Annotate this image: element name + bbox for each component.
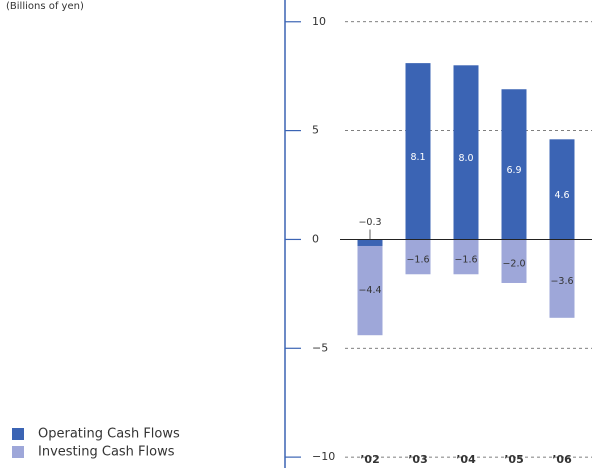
x-tick-label: ’03	[408, 453, 428, 466]
bar	[357, 239, 383, 336]
x-tick-label: ’05	[504, 453, 524, 466]
bar	[501, 239, 527, 283]
bar	[549, 139, 575, 240]
value-label: −0.3	[358, 217, 381, 228]
bar	[453, 65, 479, 240]
y-tick-label: 5	[312, 124, 319, 137]
legend-label: Investing Cash Flows	[38, 445, 175, 460]
chart-subtitle: (Billions of yen)	[6, 1, 84, 12]
value-label: −1.6	[454, 254, 477, 265]
bar	[453, 239, 479, 275]
bar	[357, 239, 383, 246]
value-label: 8.0	[458, 153, 473, 164]
y-tick-label: −10	[312, 450, 335, 463]
x-tick-label: ’06	[552, 453, 572, 466]
y-tick-label: 0	[312, 232, 319, 245]
bar	[405, 239, 431, 275]
x-tick-label: ’04	[456, 453, 476, 466]
bar	[501, 89, 527, 240]
legend-label: Operating Cash Flows	[38, 427, 180, 442]
legend-swatch	[12, 446, 24, 458]
bar	[549, 239, 575, 318]
value-label: 8.1	[410, 152, 425, 163]
value-label: −3.6	[550, 276, 573, 287]
value-label: −1.6	[406, 254, 429, 265]
value-label: −4.4	[358, 285, 381, 296]
value-label: 6.9	[506, 165, 521, 176]
value-label: −2.0	[502, 259, 525, 270]
value-label: 4.6	[554, 190, 569, 201]
legend-swatch	[12, 428, 24, 440]
y-tick-label: −5	[312, 341, 328, 354]
y-tick-label: 10	[312, 15, 326, 28]
x-tick-label: ’02	[360, 453, 380, 466]
bar	[405, 63, 431, 240]
